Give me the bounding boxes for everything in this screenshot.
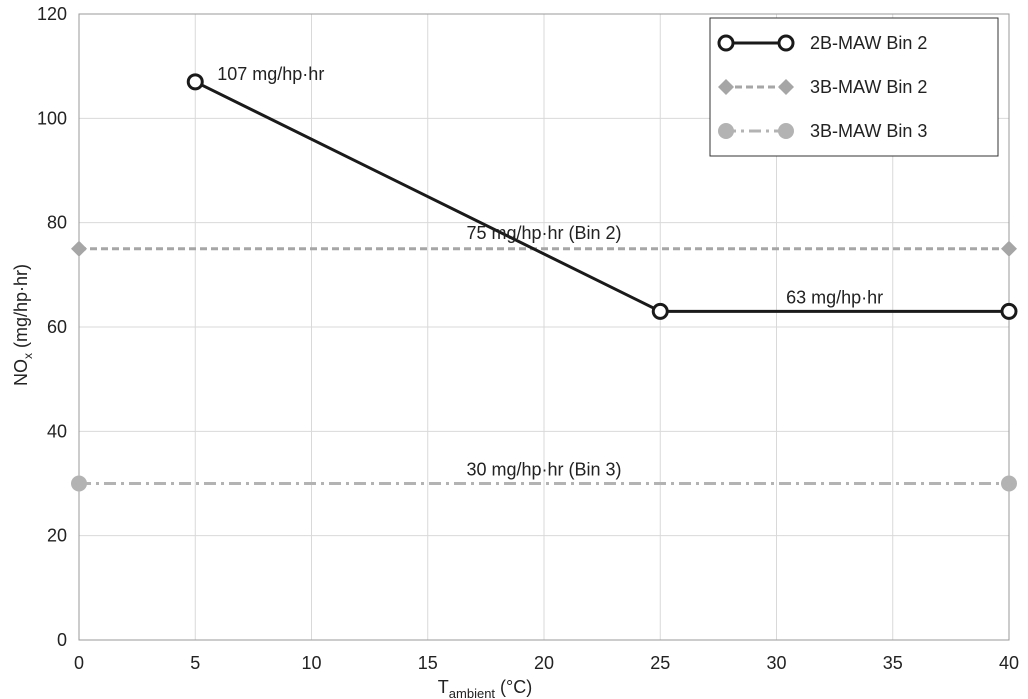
data-point	[651, 302, 669, 320]
series-2b-maw-bin-2	[186, 73, 1018, 320]
y-tick-label: 120	[37, 4, 67, 24]
legend: 2B-MAW Bin 2 3B-MAW Bin 2 3B-MAW Bin 3	[709, 17, 999, 157]
legend-item: 3B-MAW Bin 2	[718, 77, 927, 97]
x-tick-label: 15	[418, 653, 438, 673]
data-label: 107 mg/hp·hr	[217, 64, 324, 84]
legend-marker	[777, 34, 795, 52]
y-tick-label: 40	[47, 421, 67, 441]
legend-label: 2B-MAW Bin 2	[810, 33, 927, 53]
x-tick-label: 20	[534, 653, 554, 673]
data-point	[71, 240, 87, 257]
y-axis-title: NOx (mg/hp·hr)	[11, 264, 35, 386]
x-tick-label: 40	[999, 653, 1019, 673]
legend-marker	[718, 79, 734, 95]
series-3b-maw-bin-3	[71, 475, 1017, 492]
x-tick-label: 5	[190, 653, 200, 673]
data-point	[1001, 240, 1017, 257]
data-point	[186, 73, 204, 91]
data-label: 30 mg/hp·hr (Bin 3)	[466, 460, 621, 480]
x-tick-label: 35	[883, 653, 903, 673]
x-tick-label: 25	[650, 653, 670, 673]
legend-marker	[718, 123, 734, 139]
data-point	[1001, 475, 1017, 492]
legend-marker	[717, 34, 735, 52]
y-tick-label: 80	[47, 213, 67, 233]
grid	[78, 13, 1010, 641]
x-tick-label: 0	[74, 653, 84, 673]
y-tick-label: 100	[37, 108, 67, 128]
tick-labels: 0 5 10 15 20 25 30 35 40 0 20 40 60 80 100 120	[37, 4, 1019, 673]
x-tick-label: 30	[766, 653, 786, 673]
legend-item: 3B-MAW Bin 3	[718, 121, 927, 141]
annotations: 107 mg/hp·hr 75 mg/hp·hr (Bin 2) 63 mg/hp·…	[217, 64, 883, 480]
data-label: 63 mg/hp·hr	[786, 287, 883, 307]
data-label: 75 mg/hp·hr (Bin 2)	[466, 223, 621, 243]
series-layer	[71, 73, 1018, 492]
legend-marker	[778, 123, 794, 139]
data-point	[1000, 302, 1018, 320]
series-3b-maw-bin-2	[71, 240, 1017, 257]
legend-label: 3B-MAW Bin 3	[810, 121, 927, 141]
x-tick-label: 10	[301, 653, 321, 673]
data-point	[71, 475, 87, 492]
legend-item: 2B-MAW Bin 2	[717, 33, 927, 53]
legend-label: 3B-MAW Bin 2	[810, 77, 927, 97]
legend-marker	[778, 79, 794, 95]
y-tick-label: 0	[57, 630, 67, 650]
y-tick-label: 20	[47, 526, 67, 546]
x-axis-title: Tambient (°C)	[438, 677, 532, 699]
plot-frame	[78, 13, 1010, 641]
y-tick-label: 60	[47, 317, 67, 337]
